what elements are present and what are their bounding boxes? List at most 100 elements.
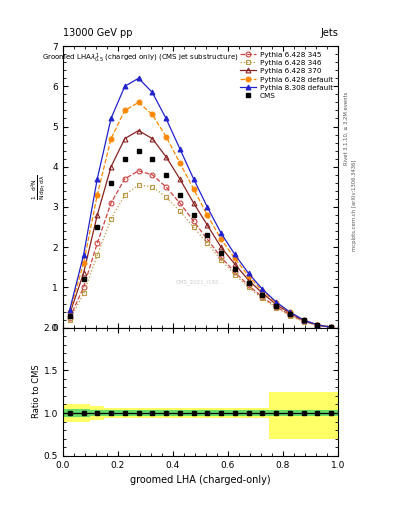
Pythia 6.428 345 — [123, 176, 127, 182]
Pythia 8.308 default — [164, 115, 169, 121]
Text: 13000 GeV pp: 13000 GeV pp — [63, 28, 132, 38]
Pythia 8.308 default — [123, 83, 127, 90]
Pythia 6.428 345 — [150, 172, 155, 178]
Pythia 6.428 345 — [136, 168, 141, 174]
Line: Pythia 6.428 default: Pythia 6.428 default — [67, 100, 334, 330]
Pythia 6.428 default — [164, 134, 169, 140]
Pythia 6.428 370 — [233, 261, 237, 267]
Pythia 8.308 default — [108, 115, 114, 121]
Pythia 6.428 370 — [178, 176, 182, 182]
Pythia 8.308 default — [288, 309, 292, 315]
Pythia 6.428 346 — [164, 194, 169, 200]
Pythia 6.428 346 — [246, 284, 251, 290]
Pythia 8.308 default — [136, 75, 141, 81]
Pythia 8.308 default — [246, 270, 251, 276]
Pythia 8.308 default — [150, 89, 155, 95]
Pythia 6.428 370 — [205, 222, 210, 228]
Pythia 6.428 370 — [164, 154, 169, 160]
Line: Pythia 8.308 default: Pythia 8.308 default — [67, 76, 334, 330]
Pythia 6.428 370 — [68, 310, 72, 316]
Pythia 6.428 346 — [219, 257, 223, 263]
Pythia 8.308 default — [233, 251, 237, 258]
Pythia 8.308 default — [68, 307, 72, 313]
Pythia 8.308 default — [301, 317, 306, 323]
Pythia 8.308 default — [81, 252, 86, 259]
Pythia 8.308 default — [329, 324, 334, 330]
Pythia 6.428 345 — [288, 312, 292, 318]
Pythia 6.428 346 — [233, 271, 237, 278]
Pythia 6.428 370 — [219, 244, 223, 250]
Pythia 6.428 370 — [301, 317, 306, 324]
Line: Pythia 6.428 370: Pythia 6.428 370 — [67, 128, 334, 330]
Pythia 6.428 346 — [301, 318, 306, 325]
Pythia 6.428 default — [246, 273, 251, 279]
Pythia 6.428 370 — [150, 136, 155, 142]
Pythia 6.428 345 — [329, 324, 334, 330]
Pythia 6.428 default — [136, 99, 141, 105]
Pythia 6.428 346 — [288, 312, 292, 318]
Pythia 6.428 370 — [95, 212, 100, 218]
Pythia 6.428 346 — [150, 184, 155, 190]
Pythia 6.428 346 — [205, 240, 210, 246]
Line: Pythia 6.428 346: Pythia 6.428 346 — [67, 182, 334, 330]
Legend: Pythia 6.428 345, Pythia 6.428 346, Pythia 6.428 370, Pythia 6.428 default, Pyth: Pythia 6.428 345, Pythia 6.428 346, Pyth… — [239, 50, 334, 100]
Pythia 6.428 346 — [123, 192, 127, 198]
Pythia 6.428 default — [260, 288, 265, 294]
Text: mcplots.cern.ch [arXiv:1306.3436]: mcplots.cern.ch [arXiv:1306.3436] — [352, 159, 357, 250]
Text: Groomed LHA$\lambda^{1}_{0.5}$ (charged only) (CMS jet substructure): Groomed LHA$\lambda^{1}_{0.5}$ (charged … — [42, 52, 238, 65]
Pythia 8.308 default — [178, 145, 182, 152]
Pythia 6.428 default — [81, 260, 86, 266]
Pythia 6.428 370 — [260, 290, 265, 296]
Pythia 6.428 default — [150, 112, 155, 118]
Pythia 6.428 default — [301, 317, 306, 323]
Pythia 6.428 346 — [315, 322, 320, 328]
Pythia 6.428 370 — [329, 324, 334, 330]
Pythia 6.428 346 — [108, 216, 114, 222]
Pythia 6.428 370 — [123, 136, 127, 142]
Pythia 6.428 346 — [274, 305, 279, 311]
Y-axis label: Ratio to CMS: Ratio to CMS — [32, 365, 41, 418]
Pythia 6.428 370 — [315, 322, 320, 328]
Pythia 6.428 370 — [246, 277, 251, 283]
Pythia 6.428 default — [233, 255, 237, 262]
Pythia 6.428 default — [68, 309, 72, 315]
Pythia 6.428 default — [95, 192, 100, 198]
Pythia 6.428 345 — [274, 304, 279, 310]
Pythia 6.428 370 — [274, 301, 279, 307]
Pythia 8.308 default — [260, 286, 265, 292]
Text: Rivet 3.1.10, ≥ 3.2M events: Rivet 3.1.10, ≥ 3.2M events — [344, 91, 349, 165]
Pythia 6.428 346 — [191, 224, 196, 230]
Pythia 6.428 345 — [246, 283, 251, 289]
Pythia 6.428 346 — [260, 295, 265, 302]
Pythia 6.428 346 — [178, 208, 182, 214]
Pythia 6.428 346 — [136, 182, 141, 188]
Pythia 8.308 default — [191, 176, 196, 182]
Line: Pythia 6.428 345: Pythia 6.428 345 — [67, 168, 334, 330]
Pythia 6.428 default — [178, 160, 182, 166]
Pythia 6.428 345 — [233, 269, 237, 275]
Pythia 6.428 346 — [329, 324, 334, 330]
Pythia 6.428 370 — [288, 310, 292, 316]
Pythia 6.428 default — [123, 108, 127, 114]
Pythia 6.428 370 — [108, 164, 114, 170]
Pythia 6.428 default — [315, 322, 320, 328]
Pythia 6.428 345 — [315, 322, 320, 328]
Text: Jets: Jets — [320, 28, 338, 38]
Pythia 8.308 default — [315, 322, 320, 328]
Pythia 6.428 default — [205, 212, 210, 218]
Pythia 6.428 370 — [136, 127, 141, 134]
Pythia 8.308 default — [95, 176, 100, 182]
Pythia 6.428 345 — [205, 236, 210, 242]
Pythia 6.428 default — [108, 136, 114, 142]
Pythia 6.428 345 — [95, 240, 100, 246]
Pythia 8.308 default — [219, 230, 223, 236]
Pythia 6.428 346 — [81, 290, 86, 296]
Pythia 6.428 default — [191, 186, 196, 192]
Pythia 6.428 370 — [81, 270, 86, 276]
Pythia 6.428 345 — [108, 200, 114, 206]
Pythia 6.428 370 — [191, 200, 196, 206]
Pythia 6.428 345 — [178, 200, 182, 206]
Pythia 6.428 345 — [219, 254, 223, 260]
X-axis label: groomed LHA (charged-only): groomed LHA (charged-only) — [130, 475, 271, 485]
Pythia 6.428 default — [288, 309, 292, 315]
